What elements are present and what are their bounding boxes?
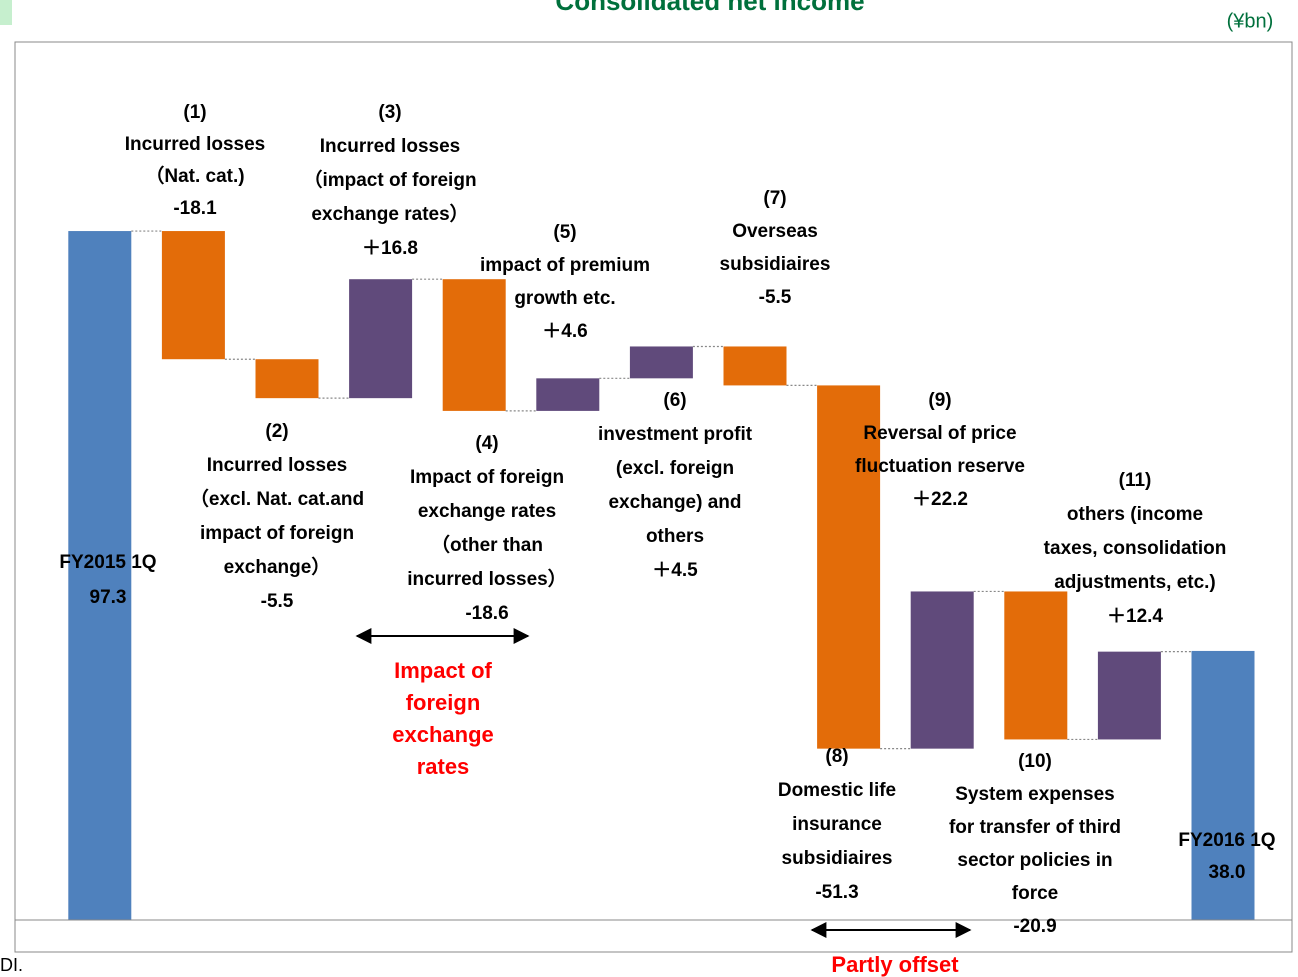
category-label: Domestic life: [778, 780, 896, 801]
category-label: impact of foreign: [200, 523, 354, 544]
category-label: subsidiaires: [720, 254, 831, 275]
value-label: ＋4.6: [542, 321, 587, 342]
annotation: foreign: [406, 690, 481, 715]
value-label: 38.0: [1209, 862, 1246, 883]
bar: [817, 385, 881, 749]
category-label: System expenses: [955, 784, 1115, 805]
category-label: exchange rates）: [311, 202, 468, 225]
category-label: (4): [475, 433, 498, 454]
annotation: Impact of: [394, 658, 492, 683]
unit-label: (¥bn): [1227, 10, 1274, 32]
category-label: （impact of foreign: [303, 168, 476, 191]
bar: [255, 359, 319, 399]
annotation: rates: [417, 754, 470, 779]
category-label: investment profit: [598, 424, 753, 445]
category-label: incurred losses）: [407, 567, 566, 590]
value-label: ＋22.2: [912, 489, 968, 510]
category-label: fluctuation reserve: [855, 456, 1025, 477]
category-label: (11): [1119, 470, 1152, 491]
value-label: -18.1: [173, 198, 217, 219]
value-label: ＋12.4: [1107, 606, 1163, 627]
category-label: taxes, consolidation: [1044, 538, 1227, 559]
category-label: adjustments, etc.): [1054, 572, 1216, 593]
value-label: -51.3: [815, 882, 858, 903]
bar: [910, 591, 974, 749]
category-label: （other than: [431, 533, 543, 556]
annotation: Partly offset: [831, 952, 959, 977]
category-label: exchange rates: [418, 501, 556, 522]
category-label: (excl. foreign: [616, 458, 734, 479]
footnote: DI.: [0, 955, 23, 975]
bar: [536, 378, 600, 411]
category-label: impact of premium: [480, 255, 650, 276]
corner-tab: [0, 0, 12, 25]
value-label: 97.3: [90, 587, 127, 608]
category-label: exchange）: [224, 555, 331, 578]
category-label: (9): [928, 390, 951, 411]
category-label: others: [646, 526, 704, 547]
category-label: (6): [663, 390, 686, 411]
value-label: -5.5: [759, 287, 792, 308]
category-label: exchange) and: [608, 492, 741, 513]
category-label: growth etc.: [514, 288, 615, 309]
chart-title: Consolidated net income: [555, 0, 864, 16]
annotation: exchange: [392, 722, 494, 747]
category-label: (2): [265, 421, 288, 442]
category-label: Incurred losses: [320, 136, 460, 157]
bar: [1097, 651, 1161, 740]
bar: [68, 231, 132, 920]
value-label: -20.9: [1013, 916, 1056, 937]
value-label: -5.5: [261, 591, 294, 612]
category-label: Incurred losses: [125, 134, 265, 155]
category-label: (7): [763, 188, 786, 209]
category-label: for transfer of third: [949, 817, 1121, 838]
category-label: (3): [378, 102, 401, 123]
bar: [1191, 650, 1255, 920]
category-label: subsidiaires: [782, 848, 893, 869]
bar: [1004, 591, 1068, 740]
bar: [349, 279, 413, 399]
value-label: -18.6: [465, 603, 508, 624]
category-label: sector policies in: [957, 850, 1112, 871]
category-label: FY2016 1Q: [1178, 830, 1275, 851]
category-label: （excl. Nat. cat.and: [190, 487, 364, 510]
bar: [629, 346, 693, 379]
category-label: Impact of foreign: [410, 467, 564, 488]
category-label: FY2015 1Q: [59, 552, 156, 573]
category-label: force: [1012, 883, 1058, 904]
category-label: Reversal of price: [863, 423, 1016, 444]
bar: [723, 346, 787, 386]
plot-frame: [14, 41, 1293, 953]
value-label: ＋16.8: [362, 238, 418, 259]
bar: [442, 279, 506, 411]
category-label: Incurred losses: [207, 455, 347, 476]
category-label: (10): [1018, 751, 1052, 772]
category-label: (8): [825, 746, 848, 767]
category-label: (5): [553, 222, 576, 243]
category-label: （Nat. cat.): [145, 164, 244, 187]
category-label: others (income: [1067, 504, 1203, 525]
value-label: ＋4.5: [652, 560, 698, 581]
category-label: (1): [183, 102, 206, 123]
category-label: insurance: [792, 814, 882, 835]
category-label: Overseas: [732, 221, 818, 242]
bar: [161, 231, 225, 360]
